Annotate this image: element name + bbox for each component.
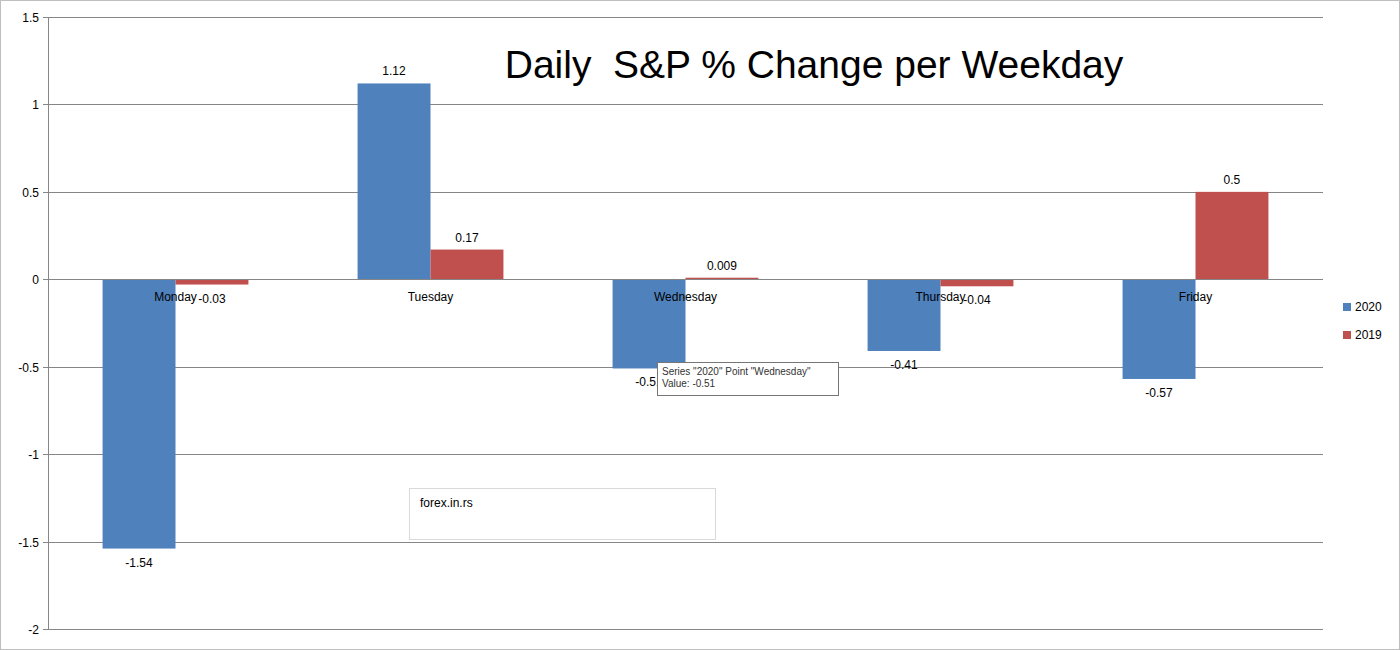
y-tick	[43, 454, 48, 455]
grid-line	[48, 454, 1323, 455]
data-label: 0.009	[707, 259, 737, 273]
legend-label: 2019	[1355, 328, 1382, 342]
data-label: 1.12	[382, 64, 406, 78]
grid-line	[48, 17, 1323, 18]
bars	[103, 83, 1269, 548]
grid-line	[48, 104, 1323, 105]
y-tick-label: -1.5	[18, 536, 39, 550]
legend-swatch	[1343, 303, 1351, 311]
bar	[431, 250, 504, 280]
y-tick	[43, 367, 48, 368]
y-tick	[43, 17, 48, 18]
category-label: Friday	[1179, 290, 1212, 304]
data-label: -1.54	[125, 556, 153, 570]
grid	[43, 18, 1323, 630]
x-axis-line	[48, 279, 1323, 280]
y-tick	[43, 542, 48, 543]
bar	[176, 279, 249, 284]
chart-svg: -2-1.5-1-0.500.511.5-1.541.12-0.51-0.41-…	[0, 0, 1400, 650]
tooltip: Series "2020" Point "Wednesday"Value: -0…	[658, 363, 839, 396]
y-tick	[43, 629, 48, 630]
bar	[941, 279, 1014, 286]
chart-root: -2-1.5-1-0.500.511.5-1.541.12-0.51-0.41-…	[0, 0, 1400, 650]
legend: 2020 2019	[1343, 300, 1382, 342]
chart-title: Daily S&P % Change per Weekday	[505, 43, 1124, 86]
tooltip-text: Value: -0.51	[662, 378, 716, 389]
tooltip-box	[658, 363, 839, 396]
data-label: 0.5	[1224, 173, 1241, 187]
grid-line	[48, 629, 1323, 630]
category-label: Wednesday	[654, 290, 717, 304]
data-labels: -1.541.12-0.51-0.41-0.57-0.030.170.009-0…	[125, 64, 1240, 569]
data-label: -0.57	[1145, 386, 1173, 400]
legend-label: 2020	[1355, 300, 1382, 314]
grid-line	[48, 192, 1323, 193]
y-tick-label: 0.5	[22, 186, 39, 200]
y-tick-label: -1	[28, 448, 39, 462]
y-tick	[43, 279, 48, 280]
y-tick-label: 1	[32, 98, 39, 112]
data-label: -0.04	[963, 293, 991, 307]
legend-swatch	[1343, 331, 1351, 339]
category-label: Tuesday	[408, 290, 454, 304]
y-tick-label: 0	[32, 273, 39, 287]
watermark-box	[410, 489, 716, 540]
grid-line	[48, 542, 1323, 543]
bar	[103, 279, 176, 548]
data-label: -0.41	[890, 358, 918, 372]
bar	[1196, 192, 1269, 279]
bar	[358, 83, 431, 279]
grid-line	[48, 279, 1323, 280]
y-axis-line	[48, 17, 49, 629]
chart-border	[1, 1, 1400, 650]
y-tick	[43, 192, 48, 193]
y-tick-label: -2	[28, 623, 39, 637]
data-label: 0.17	[455, 231, 479, 245]
y-tick	[43, 104, 48, 105]
category-label: Thursday	[915, 290, 965, 304]
watermark-text: forex.in.rs	[420, 496, 473, 510]
tooltip-text: Series "2020" Point "Wednesday"	[662, 366, 811, 377]
y-tick-label: -0.5	[18, 361, 39, 375]
y-tick-label: 1.5	[22, 11, 39, 25]
category-label: Monday	[154, 290, 197, 304]
data-label: -0.03	[198, 292, 226, 306]
